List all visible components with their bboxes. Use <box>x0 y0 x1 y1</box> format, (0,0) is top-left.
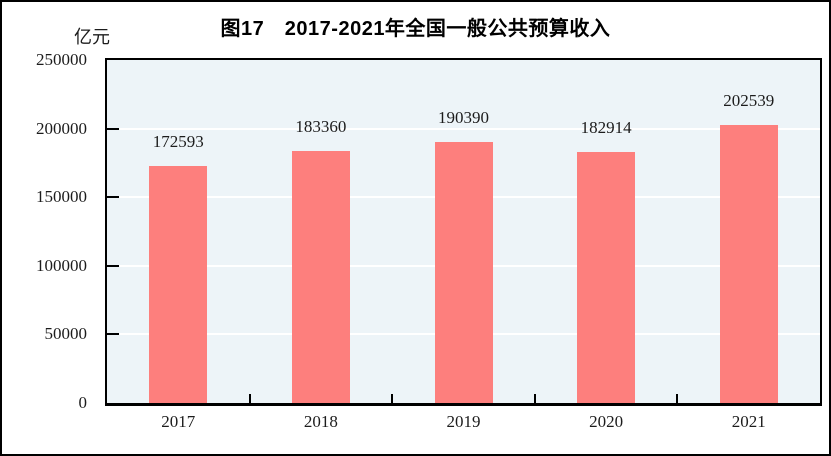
x-axis-tick-label: 2019 <box>446 412 481 431</box>
y-tick-label: 0 <box>78 393 88 412</box>
bar-value-label: 172593 <box>152 132 204 152</box>
x-axis-tick-label: 2017 <box>161 412 196 431</box>
y-tick <box>107 196 119 199</box>
y-tick-label: 200000 <box>36 118 87 138</box>
y-tick-label: 100000 <box>36 255 87 275</box>
bar-value-label: 183360 <box>295 117 347 137</box>
x-axis-tick-label: 2021 <box>731 412 766 431</box>
bar <box>291 151 350 403</box>
y-tick <box>107 333 119 336</box>
x-axis-tick-label: 2018 <box>303 412 338 431</box>
bar <box>577 152 636 403</box>
y-tick <box>107 127 119 130</box>
x-axis-tick-label: 2020 <box>589 412 624 431</box>
gridline <box>107 127 820 130</box>
x-tick <box>676 394 679 403</box>
bar-value-label: 190390 <box>438 107 489 127</box>
bar <box>149 166 208 403</box>
y-tick-label: 50000 <box>44 324 88 344</box>
bar-value-label: 182914 <box>580 118 632 138</box>
x-tick <box>248 394 251 403</box>
y-axis-unit-label: 亿元 <box>74 27 110 47</box>
bar <box>434 141 493 403</box>
chart-title: 图17 2017-2021年全国一般公共预算收入 <box>220 18 611 40</box>
plot-area: 172593 183360 190390 182914 202539 <box>105 58 822 406</box>
plot-inner: 172593 183360 190390 182914 202539 <box>107 60 820 403</box>
x-tick <box>391 394 394 403</box>
y-tick-label: 250000 <box>36 50 87 69</box>
y-tick <box>107 264 119 267</box>
y-tick-label: 150000 <box>36 187 87 207</box>
x-tick <box>533 394 536 403</box>
bar <box>719 125 778 403</box>
bar-value-label: 202539 <box>723 91 775 111</box>
